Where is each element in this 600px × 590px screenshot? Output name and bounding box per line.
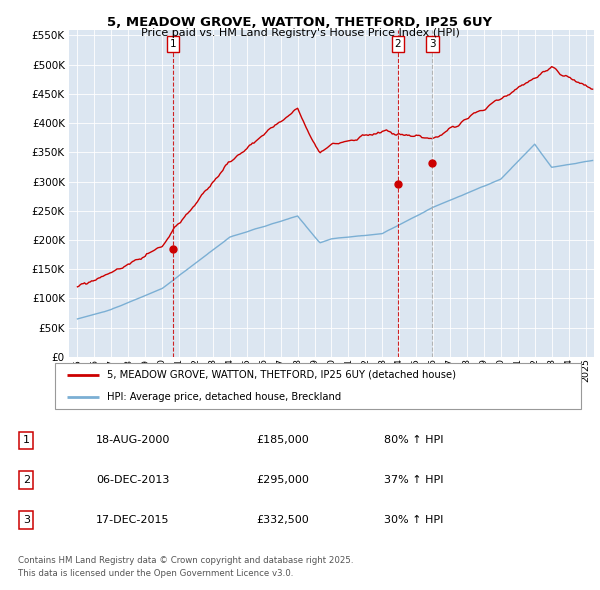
Text: 18-AUG-2000: 18-AUG-2000 (96, 435, 170, 445)
Text: £185,000: £185,000 (256, 435, 309, 445)
Text: 37% ↑ HPI: 37% ↑ HPI (385, 475, 444, 485)
Text: 1: 1 (170, 40, 176, 49)
FancyBboxPatch shape (55, 363, 581, 409)
Text: 2: 2 (395, 40, 401, 49)
Text: Contains HM Land Registry data © Crown copyright and database right 2025.: Contains HM Land Registry data © Crown c… (18, 556, 353, 565)
Text: 17-DEC-2015: 17-DEC-2015 (96, 515, 170, 525)
Text: HPI: Average price, detached house, Breckland: HPI: Average price, detached house, Brec… (107, 392, 341, 402)
Text: £295,000: £295,000 (256, 475, 309, 485)
Text: 06-DEC-2013: 06-DEC-2013 (96, 475, 170, 485)
Text: 80% ↑ HPI: 80% ↑ HPI (385, 435, 444, 445)
Text: £332,500: £332,500 (256, 515, 309, 525)
Text: 30% ↑ HPI: 30% ↑ HPI (385, 515, 443, 525)
Text: 3: 3 (429, 40, 436, 49)
Text: 3: 3 (23, 515, 30, 525)
Text: Price paid vs. HM Land Registry's House Price Index (HPI): Price paid vs. HM Land Registry's House … (140, 28, 460, 38)
Text: This data is licensed under the Open Government Licence v3.0.: This data is licensed under the Open Gov… (18, 569, 293, 578)
Text: 1: 1 (23, 435, 30, 445)
Text: 5, MEADOW GROVE, WATTON, THETFORD, IP25 6UY (detached house): 5, MEADOW GROVE, WATTON, THETFORD, IP25 … (107, 370, 456, 380)
Text: 5, MEADOW GROVE, WATTON, THETFORD, IP25 6UY: 5, MEADOW GROVE, WATTON, THETFORD, IP25 … (107, 16, 493, 29)
Text: 2: 2 (23, 475, 30, 485)
